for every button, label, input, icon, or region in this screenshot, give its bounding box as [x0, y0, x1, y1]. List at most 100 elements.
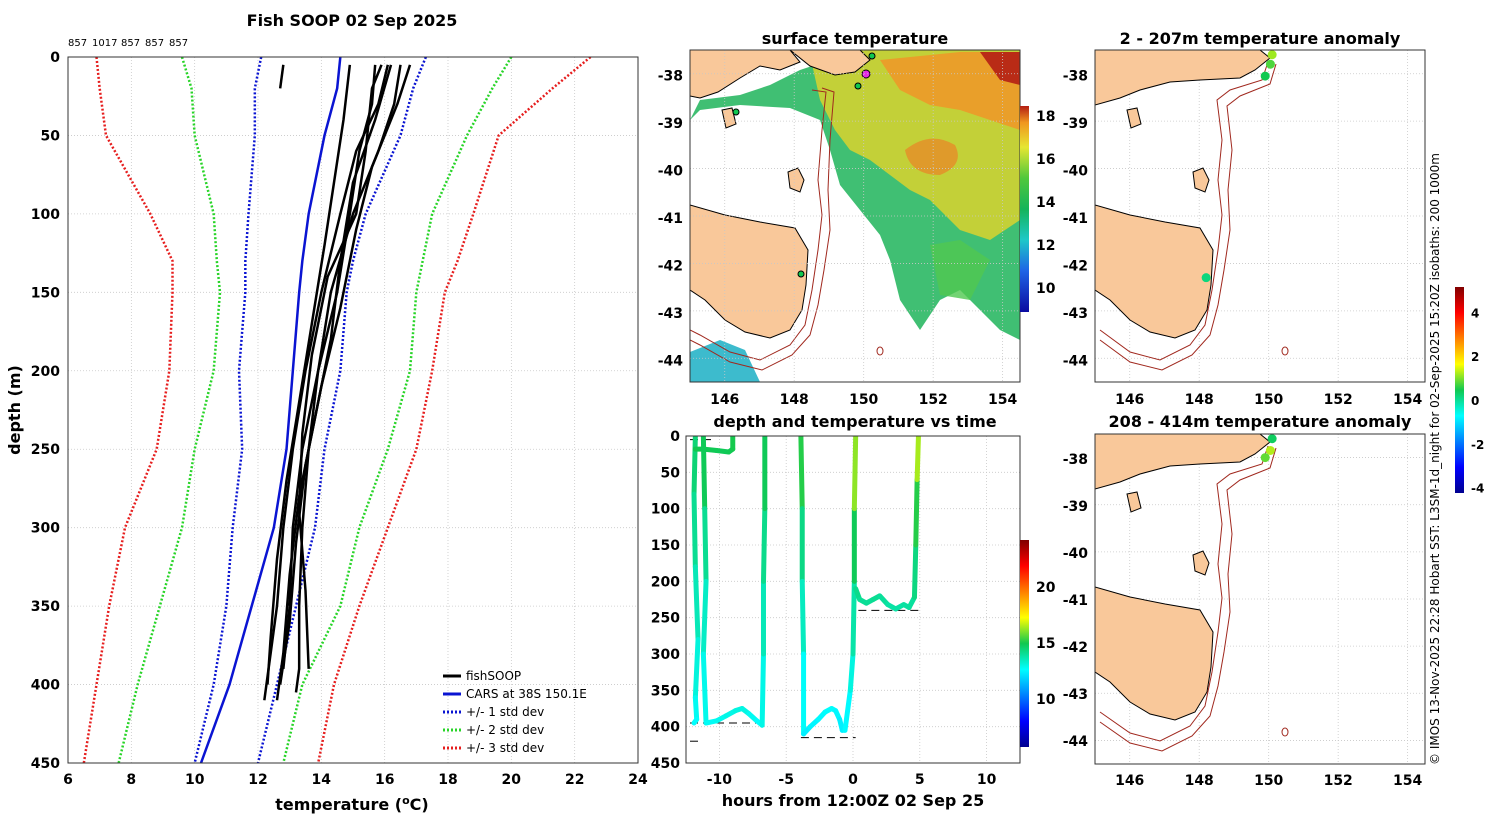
y-tick-label: 200: [31, 364, 60, 380]
cast-segment: [703, 581, 706, 654]
depth-time-colorbar: 10 15 20: [1020, 540, 1056, 747]
y-tick-label: -43: [1063, 687, 1088, 703]
colorbar-tick-label: -4: [1471, 482, 1484, 496]
depth-time-colorbar-ramp: [1020, 540, 1029, 747]
legend-label: CARS at 38S 150.1E: [466, 687, 587, 701]
anomaly-shallow-x-ticks: 146 148 150 152 154: [1115, 392, 1422, 408]
y-tick-label: 300: [31, 521, 60, 537]
colorbar-tick-label: 16: [1036, 152, 1055, 168]
y-tick-label: 100: [31, 207, 60, 223]
y-tick-label: 50: [41, 128, 61, 144]
y-tick-label: -41: [1063, 593, 1088, 609]
y-tick-label: -38: [1063, 69, 1088, 85]
sst-y-ticks: -38 -39 -40 -41 -42 -43 -44: [658, 69, 684, 370]
profile-panel: Fish SOOP 02 Sep 2025 857 1017 857 857 8…: [5, 11, 648, 814]
profile-title: Fish SOOP 02 Sep 2025: [247, 11, 458, 30]
cast-segment: [703, 654, 706, 723]
cast-segment: [917, 436, 918, 480]
anomaly-point: [1202, 273, 1211, 282]
y-tick-label: 350: [651, 683, 680, 699]
x-tick-label: -5: [778, 772, 794, 788]
y-tick-label: -39: [1063, 116, 1088, 132]
colorbar-tick-label: 12: [1036, 238, 1055, 254]
x-tick-label: -10: [707, 772, 733, 788]
sst-track-marker: [855, 83, 861, 89]
colorbar-tick-label: 4: [1471, 306, 1479, 320]
y-tick-label: -42: [658, 258, 683, 274]
y-tick-label: -42: [1063, 258, 1088, 274]
y-tick-label: 250: [31, 442, 60, 458]
cast-segment: [854, 436, 855, 509]
cast-segment: [705, 509, 706, 582]
sst-colorbar: 18 16 14 12 10: [1020, 106, 1056, 312]
colorbar-tick-label: 2: [1471, 350, 1479, 364]
anomaly-point: [1266, 60, 1275, 69]
legend-label: +/- 1 std dev: [466, 705, 544, 719]
x-tick-label: 14: [312, 772, 332, 788]
sst-track-marker: [798, 271, 804, 277]
y-tick-label: 350: [31, 599, 60, 615]
x-tick-label: 146: [710, 392, 739, 408]
cast-segment: [802, 581, 803, 654]
y-tick-label: 400: [651, 720, 680, 736]
x-tick-label: 150: [849, 392, 878, 408]
colorbar-tick-label: -2: [1471, 438, 1484, 452]
anomaly-deep-title: 208 - 414m temperature anomaly: [1109, 412, 1412, 431]
cast-segment: [853, 581, 854, 654]
colorbar-tick-label: 0: [1471, 394, 1479, 408]
y-tick-label: -38: [1063, 452, 1088, 468]
credit-text: © IMOS 13-Nov-2025 22:28 Hobart SST: L3S…: [1428, 153, 1442, 765]
x-tick-label: 148: [780, 392, 809, 408]
y-tick-label: -40: [1063, 164, 1089, 180]
cast-segment: [801, 436, 802, 509]
x-tick-label: 148: [1185, 773, 1214, 789]
y-tick-label: -39: [658, 116, 683, 132]
colorbar-tick-label: 18: [1036, 109, 1055, 125]
x-tick-label: 152: [919, 392, 948, 408]
y-tick-label: -39: [1063, 499, 1088, 515]
legend-label: +/- 2 std dev: [466, 723, 544, 737]
cast-segment: [703, 436, 704, 509]
x-tick-label: 0: [848, 772, 858, 788]
sst-track-marker: [869, 53, 875, 59]
y-tick-label: -44: [1063, 734, 1089, 750]
sst-title: surface temperature: [762, 29, 949, 48]
colorbar-tick-label: 10: [1036, 281, 1056, 297]
y-tick-label: -43: [1063, 306, 1088, 322]
cast-segment: [694, 494, 695, 567]
top-label: 1017: [92, 38, 117, 49]
anomaly-shallow-y-ticks: -38 -39 -40 -41 -42 -43 -44: [1063, 69, 1089, 370]
y-tick-label: 50: [661, 465, 681, 481]
cast-segment: [695, 698, 696, 720]
x-tick-label: 146: [1115, 773, 1144, 789]
top-label: 857: [145, 38, 164, 49]
x-tick-label: 146: [1115, 392, 1144, 408]
x-tick-label: 22: [565, 772, 584, 788]
y-tick-label: -41: [1063, 211, 1088, 227]
y-tick-label: -38: [658, 69, 683, 85]
anomaly-deep-x-ticks: 146 148 150 152 154: [1115, 773, 1422, 789]
anomaly-point: [1261, 453, 1270, 462]
y-tick-label: -40: [1063, 546, 1089, 562]
depth-time-x-ticks: -10 -5 0 5 10: [707, 772, 997, 788]
cast-segment: [763, 509, 764, 582]
y-tick-label: 150: [31, 285, 60, 301]
anomaly-shallow-title: 2 - 207m temperature anomaly: [1120, 29, 1401, 48]
y-tick-label: 400: [31, 678, 60, 694]
profile-y-axis-label: depth (m): [5, 365, 24, 455]
colorbar-tick-label: 15: [1036, 636, 1055, 652]
y-tick-label: -44: [658, 353, 684, 369]
x-tick-label: 18: [438, 772, 457, 788]
cast-segment: [762, 654, 763, 725]
y-tick-label: -44: [1063, 353, 1089, 369]
anomaly-point: [1268, 434, 1277, 443]
y-tick-label: 150: [651, 538, 680, 554]
cast-segment: [695, 567, 698, 640]
cast-segment: [850, 654, 853, 690]
y-tick-label: -43: [658, 306, 683, 322]
x-tick-label: 10: [185, 772, 205, 788]
profile-x-ticks: 6 8 10 12 14 16 18 20 22 24: [63, 772, 648, 788]
x-tick-label: 8: [126, 772, 136, 788]
colorbar-tick-label: 14: [1036, 195, 1056, 211]
x-tick-label: 150: [1254, 392, 1283, 408]
